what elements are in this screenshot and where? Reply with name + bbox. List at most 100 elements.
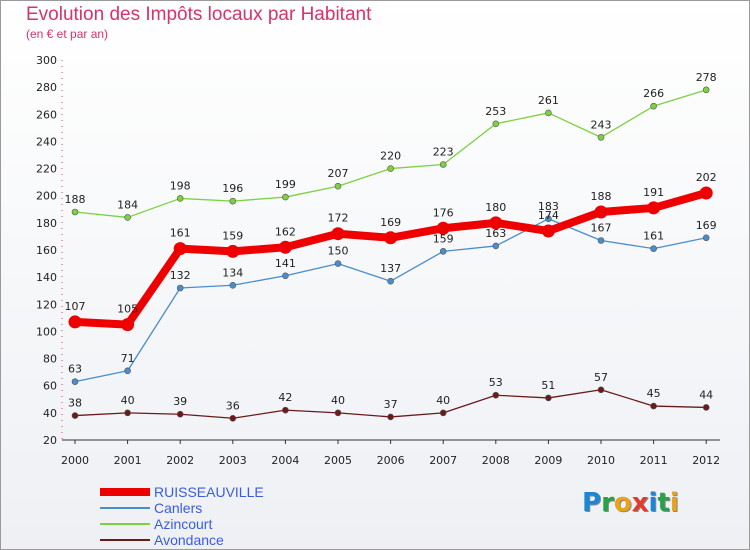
x-tick-label: 2012 <box>692 454 720 467</box>
chart-title: Evolution des Impôts locaux par Habitant <box>26 4 372 25</box>
legend-label: Azincourt <box>154 516 213 532</box>
y-tick-label: 260 <box>36 108 57 121</box>
logo-letter: x <box>631 488 649 518</box>
data-point-avondance <box>492 391 500 399</box>
data-point-avondance <box>176 410 184 418</box>
data-point-avondance <box>439 409 447 417</box>
data-label-azincourt: 243 <box>591 118 612 131</box>
x-tick-label: 2000 <box>61 454 89 467</box>
data-point-azincourt <box>282 193 289 201</box>
y-tick-label: 220 <box>36 163 57 176</box>
data-label-ruisseauville: 174 <box>538 209 559 222</box>
data-labels: 188 184 198 196 199 207 220 223 253 261 243 266 278 6… <box>65 71 717 412</box>
axes: 2040608010012014016018020022024026028030… <box>36 54 720 467</box>
data-label-canlers: 169 <box>696 219 717 232</box>
data-point-avondance <box>282 406 289 414</box>
legend-label: RUISSEAUVILLE <box>154 484 264 500</box>
x-tick-label: 2001 <box>114 454 142 467</box>
data-point-canlers <box>282 272 289 280</box>
data-point-ruisseauville <box>173 242 187 256</box>
data-label-ruisseauville: 159 <box>222 229 243 242</box>
data-point-canlers <box>124 367 131 375</box>
data-label-ruisseauville: 169 <box>380 216 401 229</box>
series-layer <box>68 86 713 422</box>
chart-subtitle: (en € et par an) <box>26 27 109 41</box>
data-point-avondance <box>597 386 605 394</box>
data-point-canlers <box>229 281 237 289</box>
data-point-canlers <box>702 234 710 242</box>
data-point-avondance <box>229 414 237 422</box>
y-tick-label: 60 <box>43 380 57 393</box>
x-tick-label: 2009 <box>534 454 562 467</box>
logo-letter: o <box>613 488 632 518</box>
data-label-avondance: 38 <box>68 397 82 410</box>
data-label-azincourt: 199 <box>275 178 296 191</box>
logo-letter: i <box>669 488 679 518</box>
data-label-avondance: 45 <box>647 387 661 400</box>
data-point-azincourt <box>334 182 342 190</box>
data-label-canlers: 71 <box>121 352 135 365</box>
x-tick-label: 2006 <box>377 454 405 467</box>
data-point-ruisseauville <box>278 240 292 254</box>
data-label-azincourt: 184 <box>117 198 138 211</box>
data-label-canlers: 63 <box>68 363 82 376</box>
data-point-canlers <box>439 248 447 255</box>
data-point-canlers <box>176 284 184 292</box>
x-tick-label: 2008 <box>482 454 510 467</box>
data-label-canlers: 141 <box>275 257 296 270</box>
legend-swatch <box>100 507 150 509</box>
data-label-ruisseauville: 162 <box>275 225 296 238</box>
legend-label: Canlers <box>154 500 203 516</box>
data-label-avondance: 37 <box>384 398 398 411</box>
data-label-azincourt: 266 <box>643 87 664 100</box>
y-tick-label: 180 <box>36 217 57 230</box>
data-label-ruisseauville: 191 <box>643 186 664 199</box>
x-tick-label: 2005 <box>324 454 352 467</box>
data-label-ruisseauville: 172 <box>328 212 349 225</box>
data-point-azincourt <box>597 134 605 141</box>
data-point-avondance <box>387 413 394 421</box>
data-label-avondance: 36 <box>226 399 240 412</box>
y-tick-label: 200 <box>36 190 57 203</box>
x-tick-label: 2007 <box>429 454 457 467</box>
data-point-ruisseauville <box>699 186 713 200</box>
x-tick-label: 2010 <box>587 454 615 467</box>
data-point-ruisseauville <box>647 201 661 215</box>
data-point-ruisseauville <box>331 227 345 241</box>
data-point-avondance <box>334 409 342 417</box>
data-label-avondance: 40 <box>436 394 450 407</box>
logo-letter: r <box>601 488 614 518</box>
data-label-ruisseauville: 202 <box>696 171 717 184</box>
data-label-ruisseauville: 180 <box>485 201 506 214</box>
y-tick-label: 100 <box>36 325 57 338</box>
data-label-canlers: 159 <box>433 232 454 245</box>
data-point-azincourt <box>439 161 447 168</box>
data-point-azincourt <box>71 208 79 216</box>
data-label-azincourt: 196 <box>222 182 243 195</box>
data-label-ruisseauville: 107 <box>65 300 86 313</box>
data-point-ruisseauville <box>489 216 503 230</box>
y-tick-label: 280 <box>36 81 57 94</box>
data-label-azincourt: 253 <box>485 105 506 118</box>
data-label-ruisseauville: 161 <box>170 227 191 240</box>
y-tick-label: 80 <box>43 353 57 366</box>
logo-letter: i <box>648 488 658 518</box>
data-point-canlers <box>545 215 552 223</box>
x-tick-label: 2002 <box>166 454 194 467</box>
data-point-canlers <box>334 260 342 267</box>
data-label-avondance: 40 <box>331 394 345 407</box>
x-tick-label: 2004 <box>271 454 299 467</box>
y-tick-label: 160 <box>36 244 57 257</box>
data-label-azincourt: 223 <box>433 146 454 159</box>
legend-label: Avondance <box>154 532 224 548</box>
data-point-canlers <box>650 245 657 252</box>
data-point-ruisseauville <box>121 318 135 332</box>
data-label-canlers: 132 <box>170 269 191 282</box>
x-tick-label: 2003 <box>219 454 247 467</box>
data-point-canlers <box>492 242 500 250</box>
legend-swatch <box>100 488 150 496</box>
data-label-canlers: 137 <box>380 262 401 275</box>
data-label-azincourt: 278 <box>696 71 717 84</box>
